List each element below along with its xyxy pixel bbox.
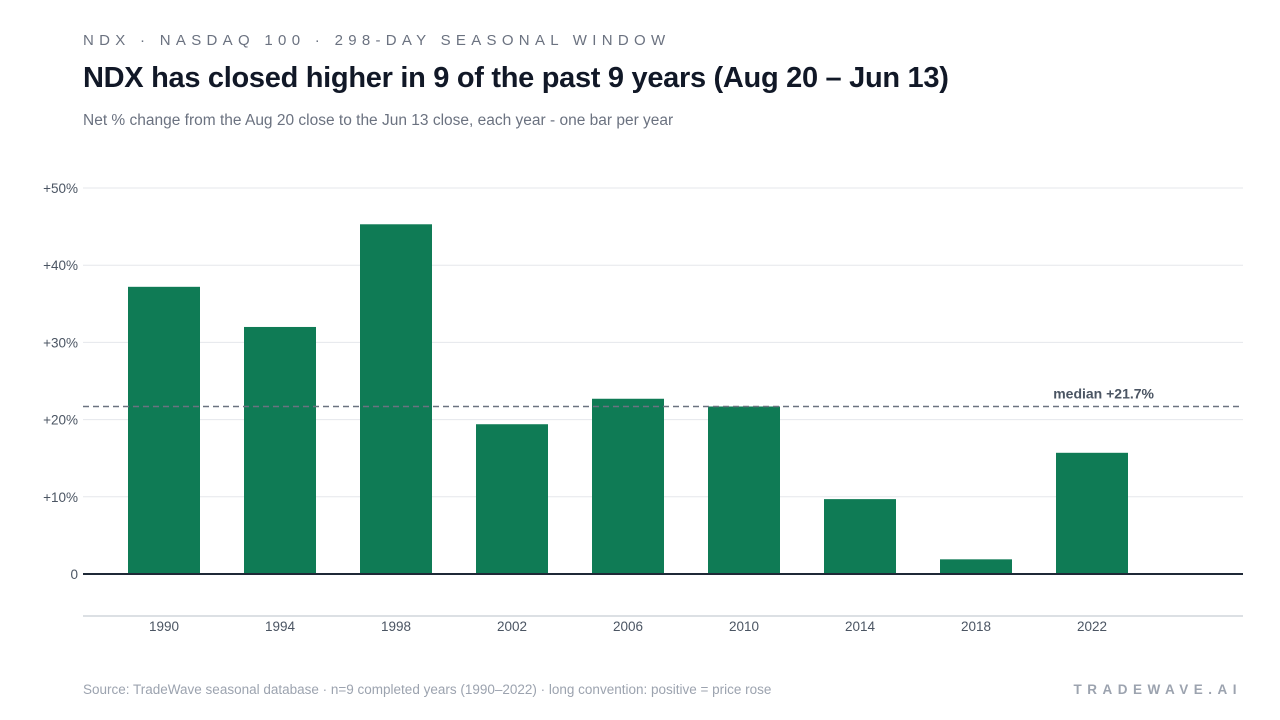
y-tick-label: +20% <box>43 413 78 428</box>
bar-1994 <box>244 326 316 574</box>
bar-1998 <box>360 224 432 574</box>
x-axis-ticks: 1990 1994 1998 2002 2006 2010 2014 2018 2022 <box>149 619 1107 634</box>
brand-logo: TRADEWAVE.AI <box>1073 682 1242 697</box>
x-tick-label: 1998 <box>381 619 411 634</box>
y-axis-ticks: 0 +10% +20% +30% +40% +50% <box>43 181 78 582</box>
x-tick-label: 2014 <box>845 619 876 634</box>
x-tick-label: 2002 <box>497 619 527 634</box>
chart-subtitle: Net % change from the Aug 20 close to th… <box>83 112 674 129</box>
bar-2018 <box>940 559 1012 574</box>
y-tick-label: +40% <box>43 258 78 273</box>
y-tick-label: 0 <box>70 567 78 582</box>
chart-eyebrow: NDX · NASDAQ 100 · 298-DAY SEASONAL WIND… <box>83 32 671 49</box>
y-tick-label: +10% <box>43 490 78 505</box>
median-label: median +21.7% <box>1053 385 1154 401</box>
axes <box>83 573 1243 617</box>
x-tick-label: 2018 <box>961 619 991 634</box>
bar-1990 <box>128 286 200 574</box>
median-line-group: median +21.7% <box>83 385 1243 408</box>
bar-2022 <box>1056 452 1128 574</box>
chart-title: NDX has closed higher in 9 of the past 9… <box>83 62 949 94</box>
bars <box>128 224 1128 574</box>
y-tick-label: +50% <box>43 181 78 196</box>
bar-2010 <box>708 406 780 574</box>
x-tick-label: 2022 <box>1077 619 1107 634</box>
source-note: Source: TradeWave seasonal database · n=… <box>83 682 772 697</box>
x-tick-label: 1990 <box>149 619 179 634</box>
bar-2006 <box>592 398 664 574</box>
x-tick-label: 2006 <box>613 619 643 634</box>
y-tick-label: +30% <box>43 335 78 350</box>
bar-2002 <box>476 424 548 574</box>
x-tick-label: 2010 <box>729 619 759 634</box>
x-tick-label: 1994 <box>265 619 296 634</box>
bar-2014 <box>824 499 896 574</box>
